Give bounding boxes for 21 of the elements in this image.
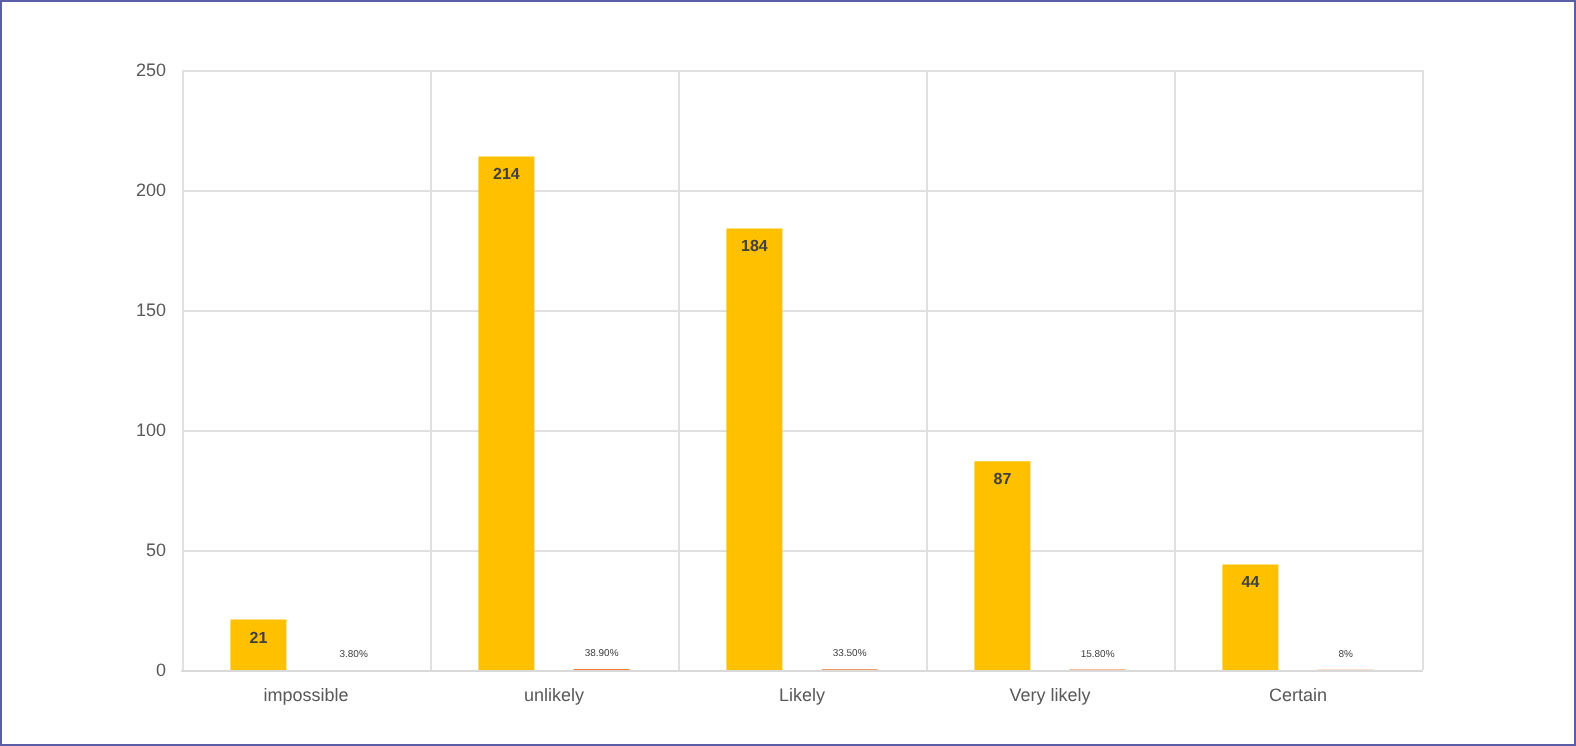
y-tick-label: 250: [135, 60, 166, 80]
bar: [1222, 564, 1279, 670]
bar: [974, 461, 1031, 670]
x-tick-label: Likely: [778, 685, 826, 705]
y-tick-label: 100: [135, 420, 166, 440]
x-tick-label: Very likely: [1009, 685, 1092, 705]
x-tick-label: impossible: [263, 685, 349, 705]
data-label: 184: [741, 237, 769, 256]
bar: [230, 619, 287, 670]
y-tick-label: 150: [135, 300, 166, 320]
y-tick-label: 200: [135, 180, 166, 200]
data-label: 44: [1241, 573, 1261, 592]
data-label: 214: [493, 165, 521, 184]
data-label: 87: [993, 470, 1013, 489]
data-label: 21: [249, 628, 269, 647]
y-tick-label: 0: [155, 660, 166, 680]
x-tick-label: Certain: [1268, 685, 1328, 705]
bar: [478, 156, 535, 670]
y-tick-label: 50: [145, 540, 166, 560]
bar: [726, 228, 783, 670]
x-tick-label: unlikely: [523, 685, 586, 705]
